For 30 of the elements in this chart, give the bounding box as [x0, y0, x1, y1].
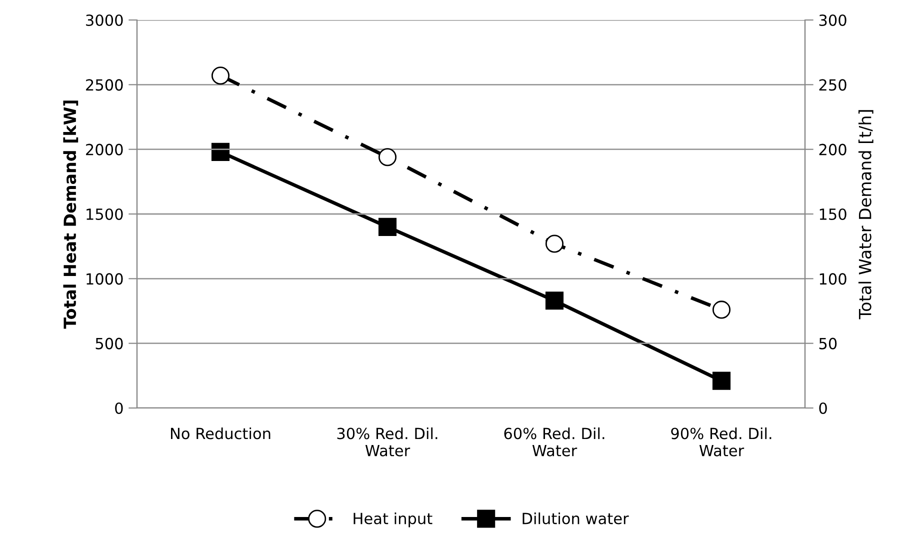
- point: [545, 234, 564, 253]
- y2-axis-title: Total Water Demand [t/h]: [858, 110, 874, 320]
- x-tick-label: No Reduction: [170, 427, 270, 440]
- y2-tick-label: 0: [819, 402, 827, 414]
- y2-tick-label: 100: [820, 273, 846, 285]
- point: [712, 300, 731, 319]
- x-tick-label: 90% Red. Dil. Water: [671, 427, 772, 456]
- legend-label: Dilution water: [522, 512, 629, 524]
- y-tick-label: 1000: [86, 273, 123, 285]
- point: [712, 372, 731, 390]
- x-tick-label: 60% Red. Dil. Water: [504, 427, 604, 456]
- y-axis-title: Total Heat Demand [kW]: [63, 100, 78, 329]
- point: [378, 218, 397, 236]
- y2-tick-label: 300: [819, 14, 846, 26]
- y-tick-label: 0: [115, 402, 123, 414]
- y-tick-label: 1500: [86, 208, 123, 220]
- y2-tick-label: 50: [819, 338, 837, 350]
- y2-tick-label: 200: [819, 144, 846, 156]
- y-tick-label: 2000: [86, 144, 123, 156]
- y-tick-label: 500: [96, 338, 123, 350]
- point: [545, 292, 564, 310]
- point: [378, 148, 397, 166]
- y2-tick-label: 150: [820, 208, 846, 220]
- y-tick-label: 2500: [86, 79, 123, 91]
- legend-label: Heat input: [354, 512, 432, 528]
- y-tick-label: 3000: [86, 14, 123, 26]
- point: [211, 142, 230, 161]
- x-tick-label: 30% Red. Dil. Water: [337, 427, 438, 456]
- point: [211, 66, 230, 85]
- y2-tick-label: 250: [819, 79, 846, 91]
